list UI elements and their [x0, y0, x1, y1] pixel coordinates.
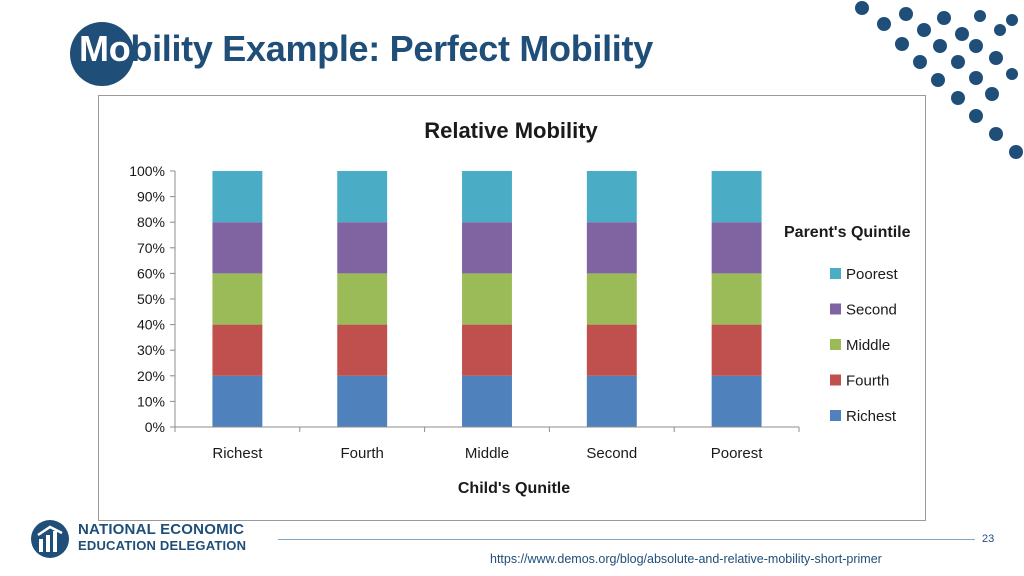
bar-segment — [337, 273, 388, 325]
footer-divider — [278, 539, 975, 540]
page-number: 23 — [982, 533, 995, 545]
legend-swatch — [830, 374, 841, 386]
bar-segment — [212, 273, 263, 325]
x-axis-label: Child's Qunitle — [458, 480, 570, 497]
legend-label: Richest — [846, 408, 897, 425]
legend-swatch — [830, 303, 841, 315]
y-axis: 0% 10% 20% 30% 40% 50% 60% 70% 80% 90% 100% — [129, 163, 176, 435]
slide-title: Mobility Example: Perfect Mobility — [79, 28, 653, 70]
y-tick-label: 70% — [137, 240, 165, 256]
legend-swatch — [830, 268, 841, 279]
y-tick-label: 80% — [137, 214, 165, 230]
bar-segment — [586, 222, 637, 274]
org-name-line1: NATIONAL ECONOMIC — [78, 521, 245, 538]
bar-segment — [462, 222, 512, 274]
y-tick-label: 20% — [137, 368, 165, 384]
bar-segment — [337, 324, 388, 376]
bar-segment — [711, 273, 762, 325]
bar-segment — [586, 171, 637, 223]
bar-segment — [711, 375, 762, 427]
bar-segment — [711, 222, 762, 274]
y-tick-label: 0% — [145, 419, 165, 435]
bar-segment — [462, 171, 512, 223]
x-tick-label: Poorest — [711, 445, 764, 462]
y-tick-label: 40% — [137, 317, 165, 333]
y-tick-label: 100% — [129, 163, 165, 179]
bar-segment — [586, 375, 637, 427]
bar-segment — [462, 324, 512, 376]
bar-segment — [462, 273, 512, 325]
bar-segment — [212, 171, 263, 223]
x-tick-label: Richest — [212, 445, 263, 462]
bars — [212, 171, 762, 427]
legend: Poorest Second Middle Fourth Richest — [830, 266, 899, 425]
chart-frame: Relative Mobility 0% 10% 20% 30% 40% 50% 60% 70… — [98, 95, 926, 521]
title-circle — [70, 22, 134, 86]
chart-title: Relative Mobility — [424, 118, 598, 143]
bar-segment — [586, 273, 637, 325]
x-tick-label: Second — [586, 445, 637, 462]
legend-label: Middle — [846, 337, 890, 354]
bar-segment — [586, 324, 637, 376]
y-tick-label: 60% — [137, 265, 165, 281]
ned-logo-icon — [31, 520, 69, 558]
bar-segment — [462, 375, 512, 427]
relative-mobility-chart: Relative Mobility 0% 10% 20% 30% 40% 50% 60% 70… — [129, 118, 911, 497]
legend-label: Fourth — [846, 373, 889, 390]
bar-segment — [212, 222, 263, 274]
title-prefix: Mo — [79, 28, 131, 69]
decorative-dots — [855, 1, 1023, 159]
bar-segment — [212, 375, 263, 427]
x-tick-label: Middle — [465, 445, 509, 462]
source-link[interactable]: https://www.demos.org/blog/absolute-and-… — [490, 552, 882, 566]
bar-segment — [337, 171, 388, 223]
y-tick-label: 10% — [137, 393, 165, 409]
y-tick-label: 50% — [137, 291, 165, 307]
bar-segment — [711, 324, 762, 376]
org-name: NATIONAL ECONOMIC EDUCATION DELEGATION — [78, 522, 246, 554]
org-name-line2: EDUCATION DELEGATION — [78, 538, 247, 553]
legend-label: Second — [846, 302, 897, 319]
legend-swatch — [830, 339, 841, 350]
legend-title: Parent's Quintile — [784, 224, 911, 241]
y-tick-label: 90% — [137, 189, 165, 205]
title-rest: bility Example: Perfect Mobility — [130, 28, 653, 69]
legend-swatch — [830, 410, 841, 421]
bar-segment — [337, 375, 388, 427]
x-axis: Richest Fourth Middle Second Poorest — [174, 426, 800, 462]
x-tick-label: Fourth — [341, 445, 384, 462]
y-tick-label: 30% — [137, 342, 165, 358]
bar-segment — [711, 171, 762, 223]
bar-segment — [212, 324, 263, 376]
legend-label: Poorest — [846, 266, 899, 283]
bar-segment — [337, 222, 388, 274]
